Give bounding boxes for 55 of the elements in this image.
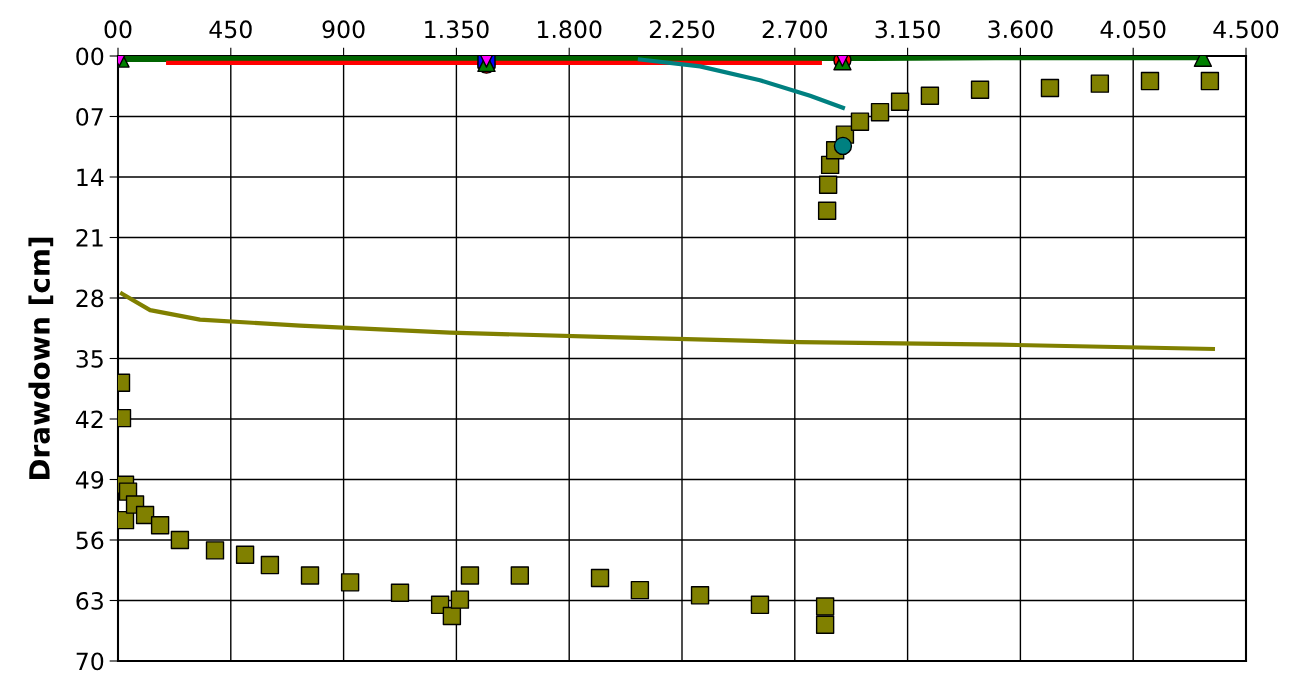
x-tick-label: 1.800 — [538, 20, 602, 39]
point — [817, 201, 837, 220]
y-tick-label: 14 — [77, 168, 104, 186]
point — [850, 112, 870, 131]
point — [460, 566, 480, 585]
point — [340, 573, 360, 592]
point — [750, 595, 770, 615]
y-tick-label: 00 — [76, 47, 104, 66]
point — [815, 615, 835, 634]
y-tick-label: 49 — [75, 470, 104, 489]
point — [450, 590, 470, 609]
point — [235, 545, 255, 564]
point — [970, 80, 990, 99]
x-tick-label: 2.700 — [762, 20, 828, 39]
point — [1040, 78, 1060, 98]
point — [590, 568, 610, 588]
y-tick-label: 35 — [76, 349, 103, 368]
point — [150, 516, 170, 535]
point — [442, 606, 462, 626]
y-axis-title: Drawdown [cm] — [28, 237, 54, 479]
x-tick-label: 2.250 — [649, 20, 715, 39]
x-tick-label: 450 — [209, 20, 252, 39]
point — [630, 580, 650, 600]
point — [300, 566, 320, 585]
point — [390, 583, 410, 602]
point — [690, 586, 710, 605]
y-tick-label: 63 — [76, 591, 103, 610]
y-tick-label: 42 — [75, 410, 103, 428]
x-tick-label: 900 — [322, 20, 365, 39]
y-tick-label: 70 — [76, 652, 104, 671]
y-tick-label: 28 — [76, 289, 104, 308]
x-tick-label: 3.150 — [875, 20, 940, 39]
y-tick-label: 07 — [76, 107, 103, 126]
point — [1200, 71, 1220, 91]
x-tick-label: 4.500 — [1213, 20, 1279, 39]
point — [1140, 71, 1160, 91]
point — [920, 86, 940, 105]
point — [833, 136, 853, 156]
line-series — [637, 57, 846, 110]
point — [510, 566, 530, 585]
point — [818, 175, 838, 194]
x-tick-label: 3.600 — [988, 20, 1053, 39]
point — [205, 541, 225, 560]
point — [815, 597, 835, 616]
x-tick-label: 00 — [104, 20, 132, 39]
line-series — [119, 291, 1215, 352]
x-tick-label: 4.050 — [1100, 20, 1166, 39]
x-tick-label: 1.350 — [425, 20, 489, 39]
point — [260, 555, 280, 575]
point — [1090, 74, 1110, 93]
point — [870, 102, 890, 122]
y-tick-label: 21 — [76, 228, 103, 247]
point — [890, 92, 910, 112]
point — [170, 530, 190, 550]
y-tick-label: 56 — [76, 531, 104, 550]
